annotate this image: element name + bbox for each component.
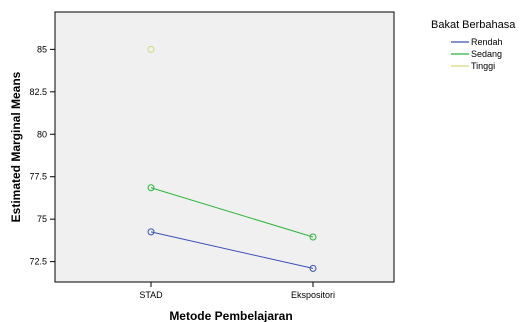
data-point-sedang [147,184,155,192]
y-tick-label: 80 [37,129,47,139]
data-point-rendah [309,264,317,272]
legend: Bakat Berbahasa Rendah Sedang Tinggi [431,19,516,71]
x-axis-ticks: STAD Ekspositori [139,282,335,300]
y-tick-label: 72.5 [29,257,47,267]
legend-items: Rendah Sedang Tinggi [451,37,503,71]
series-points [147,45,317,272]
legend-label-rendah: Rendah [471,37,503,47]
x-tick-label: STAD [139,290,163,300]
legend-label-tinggi: Tinggi [471,61,495,71]
x-axis-title: Metode Pembelajaran [169,309,292,322]
legend-title: Bakat Berbahasa [431,19,516,31]
data-point-tinggi [147,45,155,53]
y-axis-ticks: 72.5 75 77.5 80 82.5 85 [29,44,55,267]
y-tick-label: 82.5 [29,87,47,97]
y-tick-label: 75 [37,214,47,224]
x-tick-label: Ekspositori [291,290,335,300]
y-tick-label: 77.5 [29,172,47,182]
series-lines [150,187,314,269]
series-line-sedang [150,187,314,238]
data-point-rendah [147,228,155,236]
y-axis-title: Estimated Marginal Means [9,71,23,222]
y-tick-label: 85 [37,44,47,54]
plot-area [54,11,395,283]
data-point-sedang [309,233,317,241]
series-line-rendah [150,231,314,269]
legend-label-sedang: Sedang [471,49,502,59]
